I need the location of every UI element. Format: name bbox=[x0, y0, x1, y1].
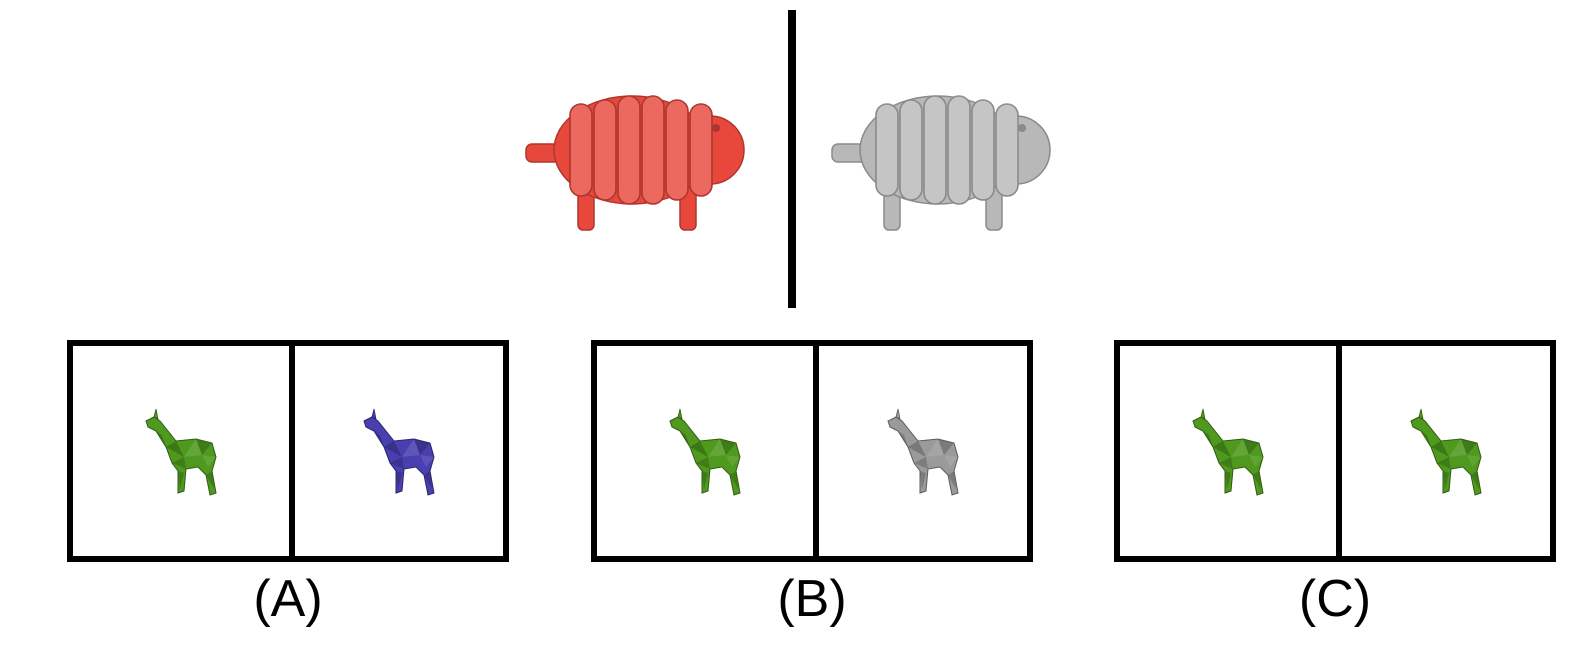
giraffe-facet bbox=[374, 431, 384, 447]
option-b-left-cell bbox=[597, 346, 813, 556]
giraffe-facet bbox=[696, 457, 710, 469]
option-c-split bbox=[1336, 346, 1342, 556]
giraffe-ear bbox=[895, 408, 901, 420]
giraffe-facet bbox=[420, 455, 434, 467]
giraffe-facet bbox=[926, 439, 944, 457]
giraffe-facet bbox=[1243, 439, 1259, 455]
giraffe-facet bbox=[690, 441, 708, 457]
giraffe-facet bbox=[1249, 455, 1263, 467]
option-b-panel[interactable] bbox=[591, 340, 1033, 562]
sheep-coil bbox=[569, 103, 593, 197]
giraffe-facet bbox=[720, 439, 736, 455]
giraffe-facet bbox=[944, 455, 958, 467]
sheep-coil bbox=[689, 103, 713, 197]
option-a-panel[interactable] bbox=[67, 340, 509, 562]
giraffe-facet bbox=[680, 431, 690, 447]
option-a-left-cell bbox=[73, 346, 289, 556]
sheep-coil bbox=[947, 95, 971, 205]
giraffe-facet bbox=[196, 439, 212, 455]
sheep-coil bbox=[665, 99, 689, 201]
giraffe-icon bbox=[145, 408, 217, 496]
giraffe-icon bbox=[363, 408, 435, 496]
reference-divider bbox=[788, 10, 796, 308]
option-c-right-cell bbox=[1342, 346, 1550, 556]
sheep-coil bbox=[971, 99, 995, 201]
giraffe-icon bbox=[1192, 408, 1264, 496]
sheep-eye bbox=[1018, 124, 1026, 132]
option-c-panel[interactable] bbox=[1114, 340, 1556, 562]
giraffe-facet bbox=[1219, 457, 1233, 469]
giraffe-facet bbox=[708, 439, 726, 457]
giraffe-ear bbox=[153, 408, 159, 420]
giraffe-facet bbox=[396, 471, 402, 489]
sheep-coil bbox=[899, 99, 923, 201]
giraffe-facet bbox=[1421, 431, 1431, 447]
giraffe-facet bbox=[702, 471, 708, 489]
giraffe-facet bbox=[1231, 439, 1249, 457]
giraffe-icon bbox=[669, 408, 741, 496]
giraffe-facet bbox=[1437, 457, 1451, 469]
giraffe-facet bbox=[938, 439, 954, 455]
giraffe-facet bbox=[898, 431, 908, 447]
sheep-coil bbox=[593, 99, 617, 201]
giraffe-icon bbox=[887, 408, 959, 496]
giraffe-facet bbox=[1225, 471, 1231, 489]
option-c-left-cell bbox=[1120, 346, 1336, 556]
giraffe-facet bbox=[206, 471, 214, 489]
option-b-right-cell bbox=[819, 346, 1027, 556]
giraffe-facet bbox=[1431, 441, 1449, 457]
giraffe-facet bbox=[908, 441, 926, 457]
giraffe-ear bbox=[677, 408, 683, 420]
giraffe-ear bbox=[1200, 408, 1206, 420]
option-a-right-cell bbox=[295, 346, 503, 556]
giraffe-facet bbox=[1449, 439, 1467, 457]
option-a-split bbox=[289, 346, 295, 556]
option-a-label: (A) bbox=[253, 570, 323, 628]
giraffe-facet bbox=[730, 471, 738, 489]
giraffe-facet bbox=[948, 471, 956, 489]
option-b-label: (B) bbox=[777, 570, 847, 628]
giraffe-ear bbox=[371, 408, 377, 420]
giraffe-facet bbox=[184, 439, 202, 457]
giraffe-facet bbox=[414, 439, 430, 455]
sheep-coil bbox=[617, 95, 641, 205]
option-b-split bbox=[813, 346, 819, 556]
sheep-eye bbox=[712, 124, 720, 132]
reference-sheep-red bbox=[520, 84, 750, 240]
giraffe-ear bbox=[1418, 408, 1424, 420]
giraffe-facet bbox=[178, 471, 184, 489]
giraffe-facet bbox=[424, 471, 432, 489]
giraffe-facet bbox=[1443, 471, 1449, 489]
reference-sheep-gray bbox=[826, 84, 1056, 240]
giraffe-facet bbox=[172, 457, 186, 469]
sheep-coil bbox=[875, 103, 899, 197]
giraffe-facet bbox=[202, 455, 216, 467]
giraffe-facet bbox=[1253, 471, 1261, 489]
giraffe-facet bbox=[390, 457, 404, 469]
giraffe-facet bbox=[914, 457, 928, 469]
giraffe-facet bbox=[1467, 455, 1481, 467]
giraffe-facet bbox=[402, 439, 420, 457]
giraffe-facet bbox=[1203, 431, 1213, 447]
giraffe-facet bbox=[1471, 471, 1479, 489]
giraffe-facet bbox=[726, 455, 740, 467]
giraffe-facet bbox=[1213, 441, 1231, 457]
giraffe-facet bbox=[166, 441, 184, 457]
giraffe-facet bbox=[156, 431, 166, 447]
sheep-coil bbox=[923, 95, 947, 205]
giraffe-facet bbox=[1461, 439, 1477, 455]
giraffe-icon bbox=[1410, 408, 1482, 496]
sheep-coil bbox=[995, 103, 1019, 197]
giraffe-facet bbox=[920, 471, 926, 489]
sheep-coil bbox=[641, 95, 665, 205]
giraffe-facet bbox=[384, 441, 402, 457]
option-c-label: (C) bbox=[1298, 570, 1372, 628]
